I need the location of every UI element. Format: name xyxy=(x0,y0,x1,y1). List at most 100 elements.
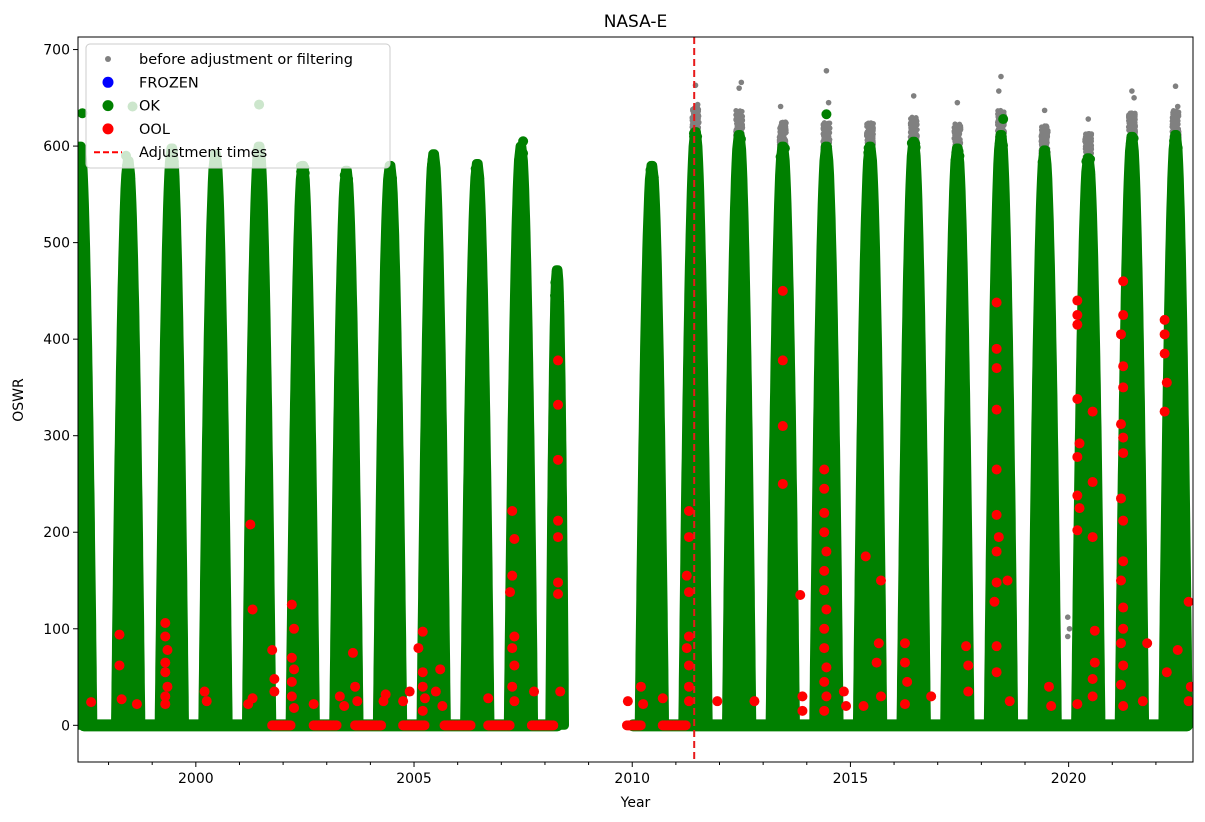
ool-point xyxy=(553,515,564,526)
ool-point xyxy=(162,681,173,692)
ok-point xyxy=(1171,130,1181,140)
legend-label: OK xyxy=(139,99,160,115)
ool-point xyxy=(334,691,345,702)
ool-point xyxy=(989,596,1000,607)
ool-point xyxy=(286,676,297,687)
grey-point xyxy=(954,99,961,106)
ool-point xyxy=(1159,329,1170,340)
ok-point xyxy=(821,109,832,120)
legend-label: OOL xyxy=(139,122,170,138)
ool-point xyxy=(376,720,387,731)
ok-point xyxy=(340,202,350,212)
ok-point xyxy=(1169,164,1179,174)
ool-point xyxy=(380,689,391,700)
ok-point xyxy=(297,199,307,209)
ool-point xyxy=(797,705,808,716)
grey-point xyxy=(824,134,830,140)
ok-season-band xyxy=(765,141,800,730)
ool-point xyxy=(1115,329,1126,340)
ool-point xyxy=(1118,660,1129,671)
ok-point xyxy=(514,150,524,160)
ok-point xyxy=(819,164,829,174)
ok-point xyxy=(212,179,222,189)
ok-point xyxy=(690,149,700,159)
ool-point xyxy=(1118,515,1129,526)
ok-point xyxy=(124,166,134,176)
ok-point xyxy=(996,131,1006,141)
ool-point xyxy=(858,701,869,712)
ok-point xyxy=(691,164,701,174)
ok-point xyxy=(909,167,919,177)
ool-point xyxy=(777,478,788,489)
ool-point xyxy=(1118,448,1129,459)
ok-point xyxy=(994,155,1004,165)
ool-point xyxy=(419,720,430,731)
ool-point xyxy=(1159,348,1170,359)
ok-point xyxy=(552,287,562,297)
ok-season-band xyxy=(634,160,669,730)
y-tick-label: 700 xyxy=(43,43,70,59)
ool-point xyxy=(417,681,428,692)
ok-season-band xyxy=(722,130,757,730)
ool-point xyxy=(1072,699,1083,710)
ool-point xyxy=(961,641,972,652)
ool-point xyxy=(350,681,361,692)
grey-point xyxy=(1126,117,1132,124)
ool-point xyxy=(1115,575,1126,586)
ool-point xyxy=(1043,681,1054,692)
ok-point xyxy=(1172,143,1183,154)
ok-point xyxy=(648,172,658,182)
grey-point xyxy=(1064,614,1071,620)
ok-point xyxy=(428,150,438,160)
ool-point xyxy=(269,673,280,684)
ool-point xyxy=(819,507,830,518)
ok-point xyxy=(780,143,790,153)
series-ok xyxy=(78,99,1193,732)
ool-point xyxy=(86,697,97,708)
ool-point xyxy=(681,570,692,581)
ok-point xyxy=(952,161,962,171)
ool-point xyxy=(899,638,910,649)
grey-point xyxy=(996,124,1002,131)
ool-point xyxy=(819,464,830,475)
ool-point xyxy=(1137,696,1148,707)
ool-point xyxy=(267,645,278,656)
ool-point xyxy=(289,702,300,713)
grey-point xyxy=(908,128,914,134)
ool-point xyxy=(347,647,358,658)
data-layer xyxy=(78,67,1193,732)
ool-point xyxy=(838,686,849,697)
ool-point xyxy=(1118,310,1129,321)
ok-season-band xyxy=(940,143,975,730)
grey-point xyxy=(1082,145,1089,151)
ool-point xyxy=(131,699,142,710)
ok-season-band xyxy=(372,160,408,730)
ok-point xyxy=(1129,168,1139,178)
grey-point xyxy=(1172,83,1179,90)
series-ool xyxy=(86,276,1193,731)
ok-point xyxy=(908,145,918,155)
ok-point xyxy=(863,177,873,187)
ok-point xyxy=(166,172,176,182)
ok-point xyxy=(648,162,658,172)
ok-season-band xyxy=(809,141,844,730)
ool-point xyxy=(821,546,832,557)
ok-point xyxy=(430,186,440,196)
x-axis-label: Year xyxy=(620,795,651,811)
ool-point xyxy=(286,652,297,663)
ool-point xyxy=(507,506,518,517)
ok-season-band xyxy=(329,165,364,730)
ool-point xyxy=(1087,673,1098,684)
ool-point xyxy=(1118,556,1129,567)
ok-point xyxy=(864,167,874,177)
ok-point xyxy=(472,180,482,190)
ool-point xyxy=(991,667,1002,678)
ool-point xyxy=(1089,625,1100,636)
ool-point xyxy=(1159,314,1170,325)
ool-point xyxy=(712,696,723,707)
ool-point xyxy=(1185,681,1193,692)
ool-point xyxy=(404,686,415,697)
ok-point xyxy=(299,175,309,185)
ool-point xyxy=(819,705,830,716)
grey-point xyxy=(1066,625,1073,632)
